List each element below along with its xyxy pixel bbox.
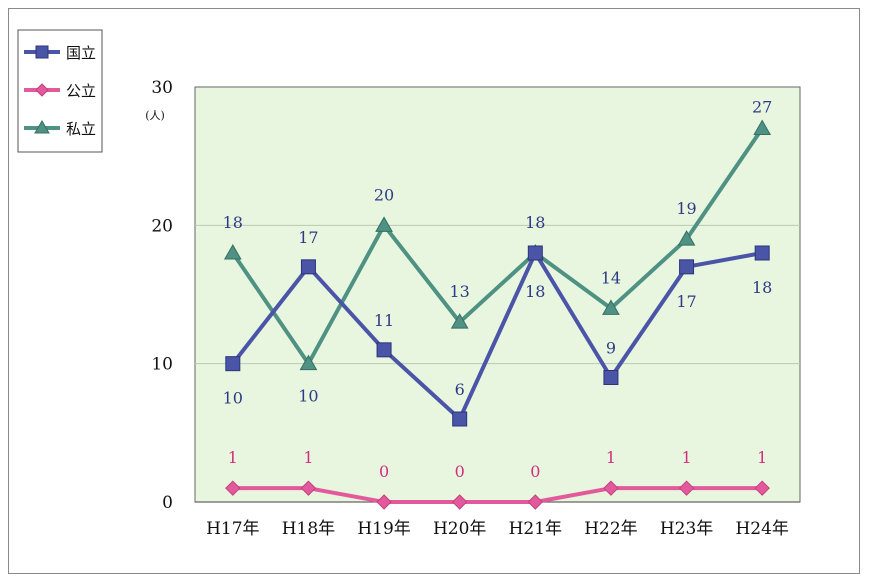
data-point	[753, 119, 772, 135]
data-label: 13	[450, 282, 470, 301]
data-label: 18	[752, 278, 772, 297]
data-point	[679, 259, 695, 275]
data-point	[603, 480, 619, 496]
data-label: 1	[228, 448, 238, 467]
data-label: 1	[303, 448, 313, 467]
data-label: 18	[525, 282, 545, 301]
data-label: 0	[455, 462, 465, 481]
data-label: 0	[379, 462, 389, 481]
legend-label: 国立	[66, 44, 96, 62]
legend-item: 公立	[24, 82, 96, 100]
x-tick-label: H18年	[282, 519, 335, 539]
data-point	[452, 411, 468, 427]
data-point	[677, 230, 696, 246]
data-point	[300, 259, 316, 275]
data-point	[223, 243, 242, 260]
data-label: 14	[601, 268, 621, 287]
series-line-kokuritsu	[230, 251, 765, 421]
data-point	[451, 494, 468, 510]
x-tick-label: H24年	[735, 519, 788, 539]
data-label: 1	[757, 448, 767, 467]
data-point	[225, 356, 241, 372]
data-point	[602, 299, 620, 315]
legend-label: 私立	[66, 120, 96, 138]
legend-item: 私立	[24, 120, 96, 138]
data-label: 17	[298, 228, 318, 247]
series-line-kouritsu	[230, 486, 765, 504]
legend-box	[17, 29, 103, 153]
data-point	[527, 245, 543, 261]
y-tick-label: 0	[162, 493, 173, 513]
data-label: 20	[374, 185, 394, 204]
data-label: 1	[681, 448, 691, 467]
data-label: 19	[676, 199, 696, 218]
legend-item: 国立	[24, 44, 96, 62]
data-point	[527, 494, 544, 510]
data-label: 0	[530, 462, 540, 481]
data-point	[376, 494, 392, 510]
data-label: 6	[455, 380, 465, 399]
y-tick-label: 10	[151, 355, 173, 375]
data-label: 10	[298, 387, 318, 406]
data-label: 11	[374, 311, 394, 330]
data-label: 27	[752, 98, 772, 117]
data-point	[299, 354, 318, 371]
data-point	[300, 480, 317, 496]
legend-label: 公立	[66, 82, 96, 100]
x-tick-label: H20年	[433, 519, 486, 539]
data-label: 1	[606, 448, 616, 467]
x-tick-label: H22年	[584, 519, 637, 539]
y-tick-label: 20	[151, 216, 173, 236]
x-tick-label: H21年	[509, 519, 562, 539]
legend-marker	[35, 45, 49, 59]
y-tick-label: 30	[151, 78, 173, 98]
data-label: 10	[223, 389, 243, 408]
data-point	[375, 216, 393, 232]
data-point	[603, 370, 619, 385]
y-unit-label: (人)	[145, 109, 165, 122]
data-point	[450, 313, 469, 329]
plot-area	[194, 86, 801, 503]
data-label: 17	[676, 292, 696, 311]
legend-marker	[35, 83, 49, 97]
x-tick-label: H23年	[660, 519, 713, 539]
data-label: 18	[525, 213, 545, 232]
data-point	[376, 342, 392, 358]
data-label: 9	[606, 339, 616, 358]
x-tick-label: H17年	[206, 519, 259, 539]
x-tick-label: H19年	[357, 519, 410, 539]
data-point	[225, 480, 241, 496]
data-point	[678, 480, 695, 496]
data-label: 18	[223, 213, 243, 232]
data-point	[754, 245, 770, 261]
legend-marker	[34, 120, 50, 134]
series-line-shiritsu	[230, 126, 765, 366]
data-point	[754, 480, 770, 496]
